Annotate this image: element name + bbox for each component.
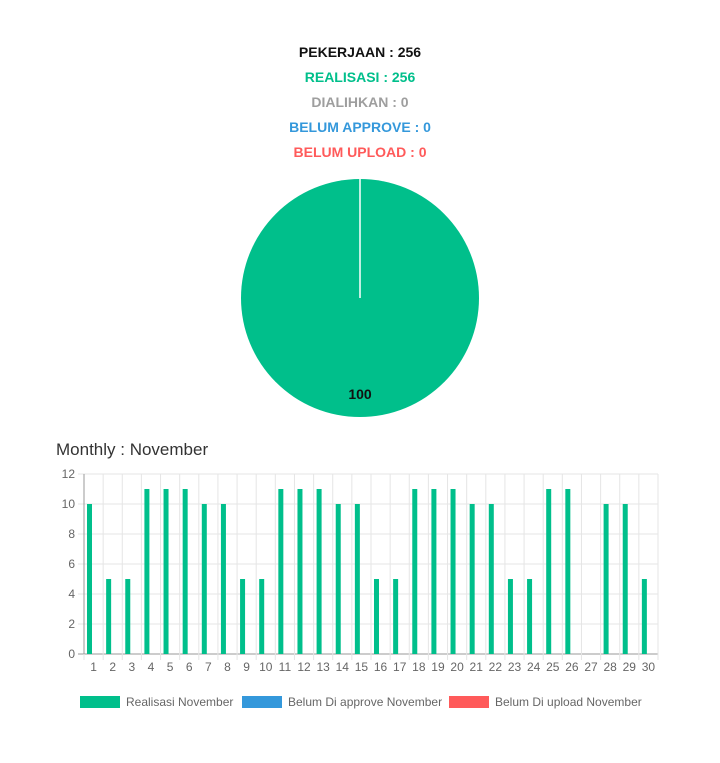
summary-dialihkan: DIALIHKAN : 0	[311, 94, 409, 110]
pie-chart: 100	[240, 178, 480, 418]
x-tick-label: 29	[623, 660, 637, 674]
bar-0-13[interactable]	[316, 489, 322, 654]
x-tick-label: 27	[584, 660, 598, 674]
bar-0-12[interactable]	[297, 489, 303, 654]
x-tick-label: 11	[279, 660, 292, 674]
bar-0-7[interactable]	[201, 504, 207, 654]
bar-0-22[interactable]	[488, 504, 494, 654]
bar-0-16[interactable]	[374, 579, 379, 654]
legend-label-realisasi: Realisasi November	[126, 695, 234, 709]
x-tick-label: 22	[489, 660, 503, 674]
x-tick-label: 17	[393, 660, 407, 674]
bar-0-20[interactable]	[450, 489, 456, 654]
x-tick-label: 23	[508, 660, 522, 674]
x-tick-label: 19	[431, 660, 445, 674]
bar-0-1[interactable]	[87, 504, 92, 654]
bar-0-3[interactable]	[125, 579, 131, 654]
x-tick-label: 5	[167, 660, 174, 674]
legend-swatch-belum-upload	[449, 696, 489, 708]
bar-0-10[interactable]	[259, 579, 265, 654]
summary-belum-upload: BELUM UPLOAD : 0	[293, 144, 427, 160]
x-tick-label: 9	[243, 660, 250, 674]
bar-0-6[interactable]	[182, 489, 188, 654]
bar-0-11[interactable]	[278, 489, 284, 654]
x-tick-label: 10	[259, 660, 273, 674]
bar-0-15[interactable]	[354, 504, 360, 654]
y-tick-label: 0	[68, 647, 75, 661]
legend-label-belum-upload: Belum Di upload November	[495, 695, 642, 709]
bar-0-21[interactable]	[469, 504, 475, 654]
x-tick-label: 8	[224, 660, 231, 674]
pie-data-label: 100	[348, 386, 372, 402]
bar-0-14[interactable]	[335, 504, 341, 654]
bar-0-26[interactable]	[565, 489, 571, 654]
bar-0-19[interactable]	[431, 489, 437, 654]
bar-0-24[interactable]	[527, 579, 533, 654]
x-tick-label: 21	[470, 660, 484, 674]
bar-0-5[interactable]	[163, 489, 169, 654]
x-tick-label: 25	[546, 660, 560, 674]
bar-0-8[interactable]	[220, 504, 226, 654]
y-tick-label: 4	[68, 587, 75, 601]
x-tick-label: 2	[109, 660, 116, 674]
bar-0-9[interactable]	[240, 579, 246, 654]
bar-0-2[interactable]	[106, 579, 112, 654]
summary-pekerjaan: PEKERJAAN : 256	[298, 44, 422, 60]
legend-swatch-realisasi	[80, 696, 120, 708]
x-tick-label: 12	[297, 660, 311, 674]
bar-0-29[interactable]	[622, 504, 628, 654]
x-tick-label: 16	[374, 660, 388, 674]
bar-0-28[interactable]	[603, 504, 609, 654]
x-tick-label: 28	[603, 660, 617, 674]
bar-0-25[interactable]	[546, 489, 552, 654]
x-tick-label: 6	[186, 660, 193, 674]
legend-swatch-belum-approve	[242, 696, 282, 708]
y-tick-label: 6	[68, 557, 75, 571]
x-tick-label: 7	[205, 660, 212, 674]
y-tick-label: 12	[62, 467, 76, 481]
legend-item-belum-approve[interactable]: Belum Di approve November	[242, 694, 442, 710]
y-tick-label: 10	[62, 497, 76, 511]
bar-0-30[interactable]	[641, 579, 647, 654]
summary-realisasi: REALISASI : 256	[304, 69, 416, 85]
y-tick-label: 8	[68, 527, 75, 541]
x-tick-label: 24	[527, 660, 541, 674]
legend-label-belum-approve: Belum Di approve November	[288, 695, 443, 709]
x-tick-label: 13	[316, 660, 330, 674]
x-tick-label: 20	[450, 660, 464, 674]
x-tick-label: 30	[642, 660, 656, 674]
bar-0-23[interactable]	[507, 579, 513, 654]
legend-item-belum-upload[interactable]: Belum Di upload November	[449, 694, 642, 710]
x-tick-label: 1	[90, 660, 97, 674]
summary-belum-approve: BELUM APPROVE : 0	[289, 119, 431, 135]
x-tick-label: 3	[128, 660, 135, 674]
bar-0-4[interactable]	[144, 489, 150, 654]
x-tick-label: 14	[336, 660, 350, 674]
x-tick-label: 26	[565, 660, 579, 674]
bar-0-18[interactable]	[412, 489, 418, 654]
x-tick-label: 18	[412, 660, 426, 674]
monthly-title: Monthly : November	[56, 440, 209, 459]
y-tick-label: 2	[68, 617, 75, 631]
x-tick-label: 15	[355, 660, 369, 674]
x-tick-label: 4	[148, 660, 155, 674]
legend-item-realisasi[interactable]: Realisasi November	[80, 694, 233, 710]
bar-0-17[interactable]	[393, 579, 399, 654]
